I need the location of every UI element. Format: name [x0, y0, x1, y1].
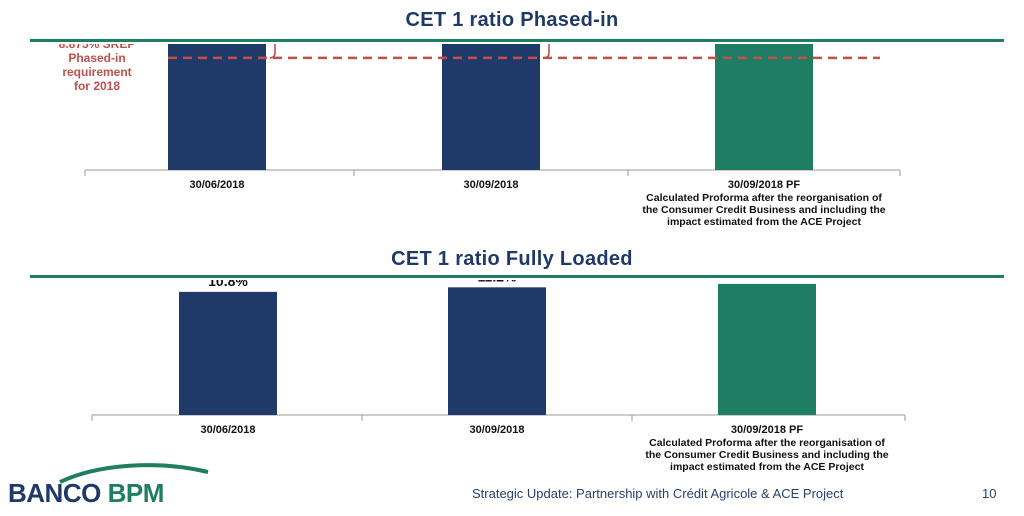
bar	[442, 44, 540, 171]
chart2-plot: 10.8% 30/06/2018 11.2% 30/09/2018 11%/11.5% 3…	[91, 280, 906, 473]
bracket-icon	[543, 44, 550, 59]
banco-bpm-logo: BANCO BPM	[8, 462, 209, 508]
category-note: impact estimated from the ACE Project	[667, 216, 861, 228]
bar	[168, 44, 266, 171]
srep-label: Phased-in	[68, 51, 125, 65]
data-label: 11%/11.5%	[732, 280, 803, 281]
category-label: 30/09/2018 PF	[728, 179, 800, 191]
chart1-plot: 12.9%30/06/201813.2%30/09/201813%/13.5%3…	[59, 44, 901, 228]
category-label: 30/06/2018	[200, 424, 255, 436]
data-label: 10.8%	[208, 280, 248, 289]
chart1-title: CET 1 ratio Phased-in	[405, 9, 619, 31]
logo-bpm-text: BPM	[107, 478, 165, 508]
bar	[718, 283, 816, 415]
category-label: 30/09/2018 PF	[731, 424, 803, 436]
category-note: Calculated Proforma after the reorganisa…	[646, 192, 882, 204]
bracket-icon	[269, 44, 276, 59]
logo-banco-text: BANCO	[8, 478, 101, 508]
category-label: 30/09/2018	[469, 424, 524, 436]
bar	[179, 291, 277, 415]
chart2-title: CET 1 ratio Fully Loaded	[391, 248, 633, 270]
category-note: the Consumer Credit Business and includi…	[645, 449, 888, 461]
chart1-title-rule	[30, 39, 1004, 42]
page-number: 10	[982, 486, 997, 501]
data-label: 11.2%	[478, 280, 517, 284]
srep-label: 8.875% SREP	[59, 44, 136, 51]
bar	[448, 287, 546, 415]
srep-label: requirement	[62, 65, 131, 79]
footer-text: Strategic Update: Partnership with Crédi…	[472, 486, 844, 501]
category-label: 30/09/2018	[463, 179, 518, 191]
category-note: Calculated Proforma after the reorganisa…	[649, 437, 885, 449]
srep-label: for 2018	[74, 79, 120, 93]
logo-swoosh-icon	[59, 463, 209, 484]
chart2-title-rule	[30, 275, 1004, 278]
bar	[715, 44, 813, 171]
category-note: impact estimated from the ACE Project	[670, 461, 864, 473]
category-note: the Consumer Credit Business and includi…	[642, 204, 885, 216]
category-label: 30/06/2018	[189, 179, 244, 191]
